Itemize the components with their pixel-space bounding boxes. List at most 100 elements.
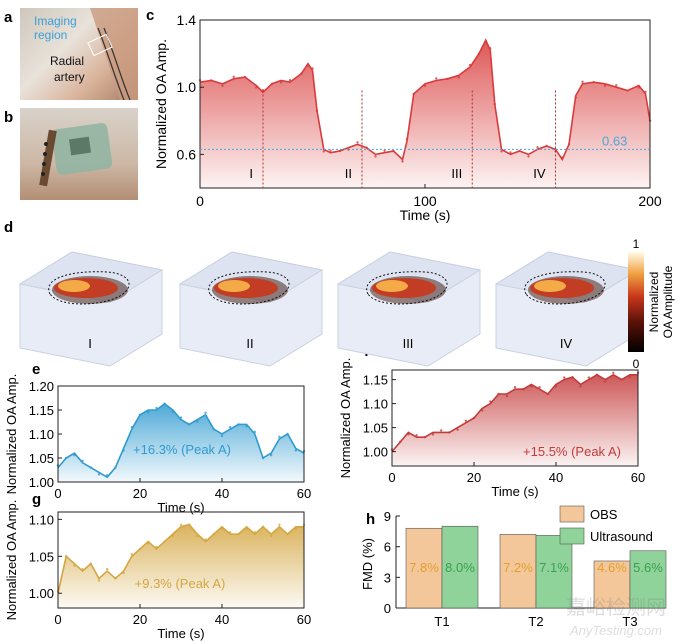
data-point-f bbox=[505, 394, 508, 398]
data-point-e bbox=[155, 406, 158, 410]
x-tick-label-c: 100 bbox=[413, 193, 437, 209]
data-point-c bbox=[356, 141, 359, 144]
data-point-c bbox=[423, 84, 427, 88]
data-point-f bbox=[579, 385, 582, 388]
colorbar-label-2: OA Amplitude bbox=[661, 265, 675, 338]
bar-y-tick-label: 0 bbox=[384, 601, 391, 616]
data-point-e bbox=[179, 416, 183, 419]
data-point-f bbox=[546, 392, 549, 396]
data-point-c bbox=[518, 149, 521, 153]
data-point-g bbox=[229, 530, 232, 534]
data-point-g bbox=[179, 523, 183, 526]
data-point-c bbox=[567, 143, 571, 146]
radial-artery-label-2: artery bbox=[54, 70, 85, 84]
data-point-g bbox=[97, 579, 101, 582]
bar-label-T2-OBS: 7.2% bbox=[503, 560, 533, 575]
data-point-c bbox=[468, 63, 472, 67]
y-tick-label-g: 1.00 bbox=[29, 586, 54, 601]
x-tick-label-f: 60 bbox=[631, 470, 645, 485]
data-point-g bbox=[204, 538, 207, 541]
data-point-f bbox=[612, 371, 615, 374]
data-point-c bbox=[644, 90, 647, 94]
x-tick-label-f: 0 bbox=[388, 470, 395, 485]
data-point-c bbox=[329, 149, 332, 152]
data-point-f bbox=[464, 419, 467, 422]
data-point-g bbox=[237, 532, 240, 536]
data-point-g bbox=[196, 534, 199, 538]
data-point-e bbox=[163, 402, 166, 405]
data-point-e bbox=[130, 426, 133, 429]
panel-label-h: h bbox=[366, 511, 375, 528]
y-tick-label-e: 1.20 bbox=[29, 379, 54, 394]
y-tick-label-e: 1.00 bbox=[29, 475, 54, 490]
data-point-c bbox=[279, 81, 283, 84]
patch-illustration bbox=[39, 123, 113, 187]
data-point-c bbox=[210, 79, 213, 82]
data-point-e bbox=[81, 459, 84, 462]
peak-annotation-f: +15.5% (Peak A) bbox=[523, 444, 621, 459]
data-point-f bbox=[538, 386, 541, 389]
data-point-e bbox=[278, 435, 281, 438]
y-tick-label-g: 1.10 bbox=[29, 512, 54, 527]
x-tick-label-f: 40 bbox=[549, 470, 563, 485]
peak-annotation-e: +16.3% (Peak A) bbox=[133, 442, 231, 457]
data-point-g bbox=[81, 567, 84, 571]
data-point-f bbox=[571, 376, 574, 379]
bar-T2-Ultrasound bbox=[535, 535, 573, 609]
data-point-c bbox=[477, 52, 481, 55]
data-point-e bbox=[171, 410, 174, 414]
data-point-f bbox=[415, 434, 418, 437]
x-tick-label-g: 0 bbox=[54, 612, 61, 627]
data-point-c bbox=[383, 149, 386, 152]
data-point-e bbox=[286, 432, 289, 436]
signal-core bbox=[376, 280, 408, 292]
data-point-c bbox=[637, 86, 640, 89]
data-point-f bbox=[628, 375, 631, 378]
y-axis-label-c: Normalized OA Amp. bbox=[153, 39, 169, 169]
panel-label-b: b bbox=[4, 109, 13, 126]
data-point-c bbox=[615, 84, 618, 87]
photo-a-imaging-region: Imaging region Radial artery bbox=[20, 8, 138, 100]
data-point-g bbox=[286, 532, 289, 536]
bar-y-tick-label: 6 bbox=[384, 540, 391, 555]
bar-label-T3-Ultrasound: 5.6% bbox=[633, 560, 663, 575]
data-point-e bbox=[138, 413, 142, 416]
data-point-c bbox=[545, 144, 548, 148]
x-tick-label-g: 60 bbox=[297, 612, 311, 627]
data-point-c bbox=[581, 80, 584, 84]
data-point-g bbox=[89, 562, 93, 565]
data-point-g bbox=[114, 577, 117, 580]
signal-core bbox=[534, 280, 566, 292]
y-axis-label-f: Normalized OA Amp. bbox=[338, 358, 353, 479]
x-tick-label-e: 40 bbox=[215, 486, 229, 501]
data-point-c bbox=[315, 109, 319, 112]
marker-label-4: IV bbox=[533, 166, 546, 181]
data-point-g bbox=[253, 530, 256, 534]
bar-y-axis-label: FMD (%) bbox=[360, 538, 375, 590]
bar-label-T1-Ultrasound: 8.0% bbox=[445, 560, 475, 575]
x-tick-label-e: 0 bbox=[54, 486, 61, 501]
data-point-c bbox=[603, 84, 607, 88]
bar-label-T3-OBS: 4.6% bbox=[597, 560, 627, 575]
y-tick-label-f: 1.00 bbox=[363, 445, 388, 460]
panel-label-c: c bbox=[146, 7, 154, 24]
series-area-e bbox=[58, 403, 304, 482]
data-point-c bbox=[457, 76, 460, 79]
data-point-e bbox=[294, 449, 297, 452]
y-tick-label-e: 1.15 bbox=[29, 403, 54, 418]
data-point-g bbox=[73, 564, 76, 567]
marker-label-3: III bbox=[451, 166, 462, 181]
data-point-c bbox=[446, 77, 449, 81]
panel-label-d: d bbox=[4, 219, 13, 236]
volume-label-2: II bbox=[246, 336, 253, 351]
data-point-c bbox=[484, 40, 487, 44]
bar-label-T2-Ultrasound: 7.1% bbox=[539, 560, 569, 575]
data-point-c bbox=[232, 75, 235, 79]
signal-core bbox=[58, 280, 90, 292]
data-point-g bbox=[122, 571, 125, 575]
panel-label-a: a bbox=[4, 9, 13, 26]
bar-category-label: T3 bbox=[622, 614, 637, 629]
bar-y-tick-label: 9 bbox=[384, 509, 391, 524]
data-point-c bbox=[401, 160, 404, 163]
volume-render-1 bbox=[18, 251, 164, 367]
